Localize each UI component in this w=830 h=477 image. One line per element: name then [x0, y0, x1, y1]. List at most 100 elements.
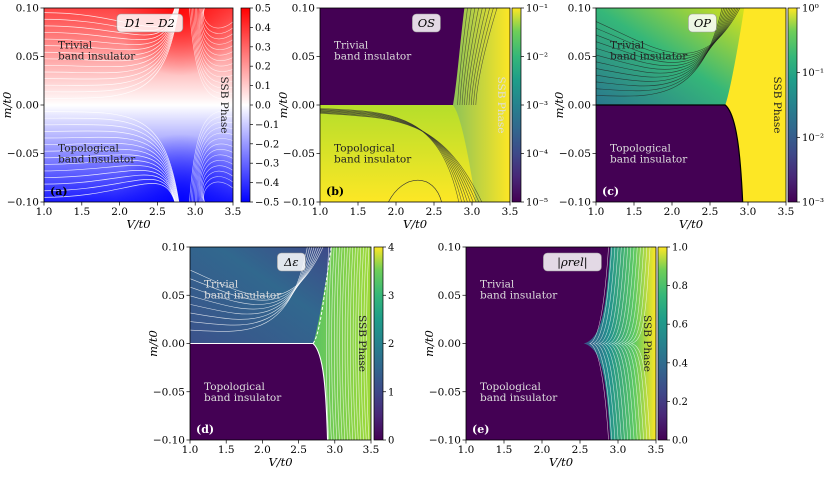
colorbar-tick-label: 0.4 [672, 358, 688, 369]
colorbar-tick-label: 10⁻¹ [526, 4, 548, 15]
x-tick-label: 2.5 [426, 206, 443, 218]
contour-line [347, 247, 351, 440]
contour-line [331, 247, 335, 440]
panel-title: OP [694, 16, 711, 30]
colorbar-tick-label: 0.2 [672, 397, 688, 408]
panel-title: |ρrel| [557, 255, 588, 270]
y-tick-label: 0.00 [16, 100, 39, 112]
contour-line [468, 8, 487, 106]
contour-line [199, 154, 233, 202]
colorbar-tick-label: 10⁻⁴ [526, 149, 548, 160]
panel-e: 1.0 1.5 2.0 2.5 3.0 3.5 −0.10 −0.05 0.00 0.05 0.10… [422, 242, 688, 470]
x-tick-label: 3.5 [363, 444, 380, 456]
colorbar-tick-label: 0.2 [255, 62, 271, 73]
contour-line [201, 165, 233, 202]
contour-line [608, 247, 628, 440]
annotation-topological-sub: band insulator [480, 392, 558, 404]
x-tick-label: 1.5 [350, 206, 367, 218]
annotation-trivial-sub: band insulator [480, 290, 558, 302]
annotation-trivial: Trivial [204, 279, 239, 291]
contour-line [596, 8, 731, 74]
x-tick-label: 1.0 [312, 206, 329, 218]
annotation-ssb: SSB Phase [641, 315, 653, 372]
contour-line [196, 138, 233, 202]
panel-title: D1 − D2 [124, 16, 175, 30]
panel-label: (e) [472, 423, 489, 436]
colorbar-tick-label: 10⁻¹ [802, 68, 824, 79]
colorbar-tick-label: 4 [388, 243, 394, 254]
colorbar-tick-label: 0.6 [672, 320, 688, 331]
contour-line [631, 247, 651, 440]
contour-line [190, 247, 313, 320]
colorbar-gradient [787, 7, 798, 203]
y-tick-label: −0.10 [283, 197, 315, 209]
contour-line [44, 170, 176, 202]
y-tick-label: 0.10 [162, 242, 185, 254]
annotation-trivial: Trivial [480, 279, 515, 291]
contour-line [44, 179, 176, 202]
panel-d: 1.0 1.5 2.0 2.5 3.0 3.5 −0.10 −0.05 0.00 0.05 0.10… [146, 242, 394, 470]
annotation-topological-sub: band insulator [58, 154, 136, 166]
y-tick-label: −0.05 [7, 148, 39, 160]
x-tick-label: 3.0 [740, 206, 757, 218]
y-tick-label: 0.00 [438, 338, 461, 350]
contour-line [596, 8, 741, 54]
heatmap-region-topological [320, 105, 476, 202]
contour-line [202, 8, 233, 40]
plot-area-d [190, 247, 371, 440]
colorbar-tick-label: 0.0 [255, 101, 271, 112]
contour-line [190, 247, 324, 297]
contour-line [598, 247, 619, 440]
contour-line [190, 247, 315, 315]
panel-label: (d) [196, 423, 214, 436]
colorbar-tick-label: 10⁻² [526, 52, 548, 63]
y-tick-label: 0.05 [568, 51, 591, 63]
heatmap-region-topological [596, 105, 743, 202]
colorbar-e: 1.0 0.8 0.6 0.4 0.2 0.0 [657, 243, 688, 447]
contour-line [596, 8, 739, 57]
contour-line [592, 247, 613, 440]
heatmap-region-topological [190, 343, 328, 440]
annotation-trivial: Trivial [334, 40, 369, 52]
contour-line [44, 117, 179, 202]
contour-line [199, 8, 233, 56]
x-tick-label: 1.0 [458, 444, 475, 456]
x-tick-label: 2.5 [149, 206, 166, 218]
contour-line [604, 247, 625, 440]
y-tick-label: 0.00 [292, 100, 315, 112]
contour-line [44, 142, 178, 202]
contour-line [189, 110, 233, 202]
x-tick-label: 1.0 [36, 206, 53, 218]
y-tick-label: 0.10 [568, 3, 591, 15]
panels-root: 1.0 1.5 2.0 2.5 3.0 3.5 −0.10 −0.05 0.00 0.05 0.10… [0, 3, 824, 470]
annotation-trivial-sub: band insulator [334, 51, 412, 63]
annotation-topological-sub: band insulator [204, 392, 282, 404]
x-axis-label: V/t0 [549, 455, 573, 469]
contour-line [190, 8, 233, 94]
contour-line [44, 154, 177, 202]
colorbar-gradient [657, 246, 668, 441]
y-tick-label: 0.00 [568, 100, 591, 112]
y-tick-label: −0.10 [7, 197, 39, 209]
colorbar-tick-label: 10⁻² [802, 133, 824, 144]
x-tick-label: 1.0 [182, 444, 199, 456]
y-tick-label: 0.00 [162, 338, 185, 350]
x-tick-label: 1.5 [218, 444, 235, 456]
panel-title: OS [418, 16, 435, 30]
contour-line [475, 8, 498, 106]
colorbar-c: 10⁰ 10⁻¹ 10⁻² 10⁻³ [787, 4, 824, 209]
plot-area-e [466, 247, 656, 440]
x-tick-label: 1.5 [496, 444, 513, 456]
annotation-trivial-sub: band insulator [204, 290, 282, 302]
contour-line [388, 179, 442, 202]
colorbar-gradient [373, 246, 384, 441]
contour-line [190, 247, 319, 305]
contour-line [189, 8, 233, 100]
colorbar-tick-label: −0.3 [255, 159, 279, 170]
contour-line [195, 132, 233, 202]
y-tick-label: 0.05 [438, 290, 461, 302]
x-tick-label: 2.0 [111, 206, 128, 218]
colorbar-a: 0.5 0.4 0.3 0.2 0.1 0.0 −0.1 −0.2 −0.3 −0.4 −0.5 [240, 4, 279, 209]
